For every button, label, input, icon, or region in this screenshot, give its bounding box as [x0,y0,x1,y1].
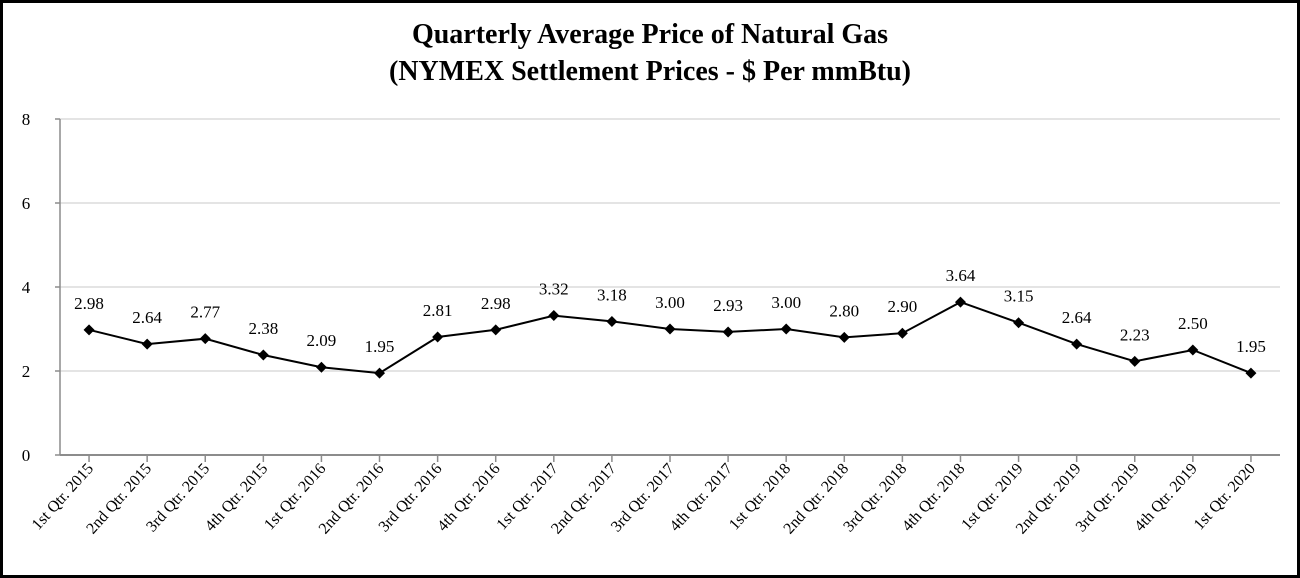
data-label: 2.98 [481,294,511,313]
data-label: 2.50 [1178,314,1208,333]
data-point [83,324,95,336]
data-point [141,338,153,350]
data-point [1013,317,1025,329]
data-label: 3.00 [655,293,685,312]
data-point [199,333,211,345]
data-labels: 2.98 2.64 2.77 2.38 2.09 1.95 2.81 2.98 3.32 3.18… [74,266,1266,356]
data-label: 2.64 [132,308,162,327]
data-point [1071,338,1083,350]
y-tick-label: 6 [22,194,31,213]
data-label: 3.18 [597,285,627,304]
chart-title: Quarterly Average Price of Natural Gas [412,19,888,50]
data-point [780,323,792,335]
data-point [257,349,269,361]
data-point [432,331,444,343]
data-point [548,310,560,322]
data-point [374,367,386,379]
data-label: 2.98 [74,294,104,313]
y-tick-label: 8 [22,110,31,129]
data-label: 2.80 [829,301,859,320]
data-label: 2.93 [713,296,743,315]
y-tick-label: 2 [22,362,31,381]
data-point [954,296,966,308]
data-point [1245,367,1257,379]
y-axis-ticks: 0 2 4 6 8 [22,110,60,465]
y-tick-label: 0 [22,446,31,465]
data-point [722,326,734,338]
data-label: 3.32 [539,280,569,299]
y-tick-label: 4 [22,278,31,297]
data-label: 2.23 [1120,325,1150,344]
data-label: 2.90 [888,297,918,316]
data-label: 2.38 [248,319,278,338]
data-label: 2.77 [190,303,220,322]
data-label: 1.95 [365,337,395,356]
data-point [315,361,327,373]
data-point [896,327,908,339]
chart-subtitle: (NYMEX Settlement Prices - $ Per mmBtu) [389,56,911,87]
data-point [606,315,618,327]
data-point [838,331,850,343]
data-point [664,323,676,335]
data-point [1129,355,1141,367]
data-label: 1.95 [1236,337,1266,356]
series [83,296,1257,379]
gridlines [60,118,1280,372]
data-point [1187,344,1199,356]
data-label: 2.81 [423,301,453,320]
data-label: 3.00 [771,293,801,312]
data-label: 3.64 [946,266,976,285]
data-point [490,324,502,336]
data-label: 2.64 [1062,308,1092,327]
data-label: 3.15 [1004,287,1034,306]
data-label: 2.09 [307,331,337,350]
